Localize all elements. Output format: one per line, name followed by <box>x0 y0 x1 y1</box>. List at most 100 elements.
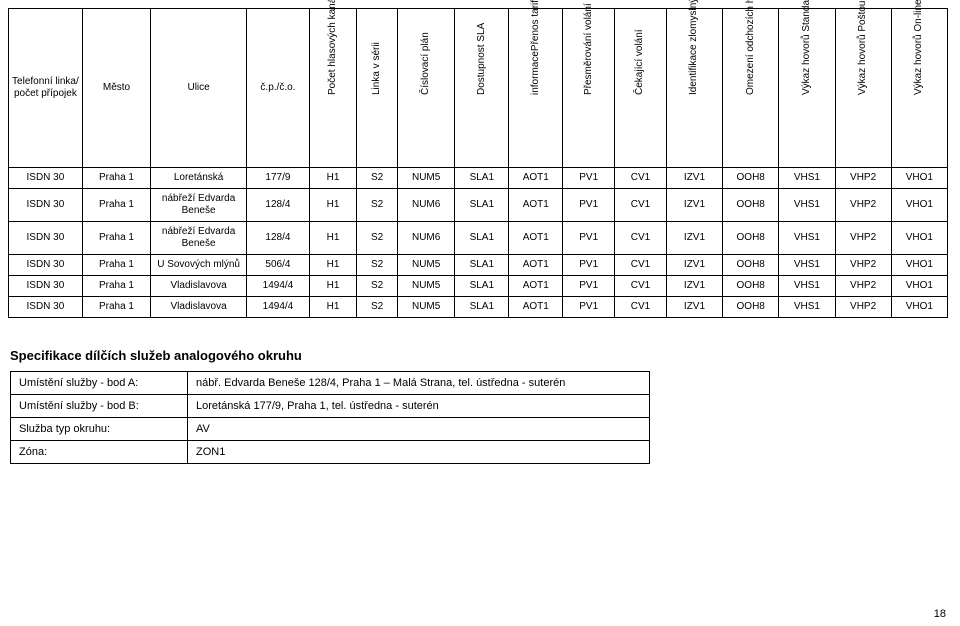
cell-c9: PV1 <box>563 255 615 276</box>
cell-c3: 1494/4 <box>247 276 310 297</box>
cell-c6: NUM6 <box>398 189 455 222</box>
col-header-c4: Počet hlasových kanálů <box>309 9 356 168</box>
cell-c14: VHP2 <box>835 276 891 297</box>
cell-c10: CV1 <box>615 276 667 297</box>
cell-c1: Praha 1 <box>82 189 150 222</box>
spec-row: Umístění služby - bod A:nábř. Edvarda Be… <box>11 372 650 395</box>
cell-c4: H1 <box>309 297 356 318</box>
cell-c3: 128/4 <box>247 189 310 222</box>
spec-label: Umístění služby - bod B: <box>11 395 188 418</box>
cell-c5: S2 <box>357 297 398 318</box>
cell-c15: VHO1 <box>891 255 947 276</box>
cell-c15: VHO1 <box>891 297 947 318</box>
cell-c3: 128/4 <box>247 222 310 255</box>
col-header-linka: Telefonní linka/ počet přípojek <box>9 9 83 168</box>
cell-c8: AOT1 <box>509 189 563 222</box>
cell-c4: H1 <box>309 222 356 255</box>
telecom-table: Telefonní linka/ počet přípojek Město Ul… <box>8 8 948 318</box>
cell-c6: NUM5 <box>398 255 455 276</box>
cell-c5: S2 <box>357 168 398 189</box>
col-header-cpco: č.p./č.o. <box>247 9 310 168</box>
col-header-c7: Dostupnost SLA <box>455 9 509 168</box>
cell-c2: Loretánská <box>151 168 247 189</box>
cell-c13: VHS1 <box>779 189 835 222</box>
table-row: ISDN 30Praha 1U Sovových mlýnů506/4H1S2N… <box>9 255 948 276</box>
cell-c1: Praha 1 <box>82 255 150 276</box>
cell-c8: AOT1 <box>509 168 563 189</box>
cell-c8: AOT1 <box>509 222 563 255</box>
cell-c13: VHS1 <box>779 222 835 255</box>
cell-c10: CV1 <box>615 189 667 222</box>
cell-c3: 1494/4 <box>247 297 310 318</box>
cell-c15: VHO1 <box>891 222 947 255</box>
cell-c11: IZV1 <box>666 168 722 189</box>
cell-c2: Vladislavova <box>151 276 247 297</box>
cell-c9: PV1 <box>563 168 615 189</box>
cell-c9: PV1 <box>563 297 615 318</box>
table-row: ISDN 30Praha 1Loretánská177/9H1S2NUM5SLA… <box>9 168 948 189</box>
spec-value: ZON1 <box>188 441 650 464</box>
cell-c0: ISDN 30 <box>9 276 83 297</box>
cell-c7: SLA1 <box>455 189 509 222</box>
cell-c1: Praha 1 <box>82 276 150 297</box>
cell-c5: S2 <box>357 189 398 222</box>
cell-c10: CV1 <box>615 168 667 189</box>
cell-c5: S2 <box>357 276 398 297</box>
cell-c8: AOT1 <box>509 255 563 276</box>
col-header-c15: Výkaz hovorů On-line <box>891 9 947 168</box>
col-header-c11: Identifikace zlomyslných volání <box>666 9 722 168</box>
cell-c7: SLA1 <box>455 168 509 189</box>
cell-c9: PV1 <box>563 222 615 255</box>
spec-row: Umístění služby - bod B:Loretánská 177/9… <box>11 395 650 418</box>
cell-c7: SLA1 <box>455 276 509 297</box>
cell-c10: CV1 <box>615 222 667 255</box>
cell-c12: OOH8 <box>723 276 779 297</box>
cell-c13: VHS1 <box>779 276 835 297</box>
cell-c14: VHP2 <box>835 297 891 318</box>
cell-c13: VHS1 <box>779 255 835 276</box>
spec-value: nábř. Edvarda Beneše 128/4, Praha 1 – Ma… <box>188 372 650 395</box>
cell-c7: SLA1 <box>455 255 509 276</box>
cell-c1: Praha 1 <box>82 168 150 189</box>
cell-c0: ISDN 30 <box>9 255 83 276</box>
cell-c15: VHO1 <box>891 189 947 222</box>
cell-c2: Vladislavova <box>151 297 247 318</box>
cell-c6: NUM6 <box>398 222 455 255</box>
cell-c11: IZV1 <box>666 189 722 222</box>
table-header-row: Telefonní linka/ počet přípojek Město Ul… <box>9 9 948 168</box>
cell-c0: ISDN 30 <box>9 189 83 222</box>
cell-c5: S2 <box>357 255 398 276</box>
col-header-c9: Přesměrování volání <box>563 9 615 168</box>
cell-c10: CV1 <box>615 297 667 318</box>
cell-c11: IZV1 <box>666 255 722 276</box>
cell-c0: ISDN 30 <box>9 297 83 318</box>
cell-c3: 506/4 <box>247 255 310 276</box>
spec-value: AV <box>188 418 650 441</box>
cell-c4: H1 <box>309 276 356 297</box>
cell-c12: OOH8 <box>723 189 779 222</box>
cell-c12: OOH8 <box>723 222 779 255</box>
cell-c0: ISDN 30 <box>9 168 83 189</box>
col-header-c5: Linka v sérii <box>357 9 398 168</box>
spec-section-title: Specifikace dílčích služeb analogového o… <box>10 348 952 363</box>
spec-label: Zóna: <box>11 441 188 464</box>
cell-c2: nábřeží Edvarda Beneše <box>151 189 247 222</box>
table-row: ISDN 30Praha 1nábřeží Edvarda Beneše128/… <box>9 222 948 255</box>
cell-c7: SLA1 <box>455 222 509 255</box>
cell-c2: nábřeží Edvarda Beneše <box>151 222 247 255</box>
cell-c9: PV1 <box>563 276 615 297</box>
cell-c0: ISDN 30 <box>9 222 83 255</box>
cell-c9: PV1 <box>563 189 615 222</box>
cell-c14: VHP2 <box>835 255 891 276</box>
cell-c14: VHP2 <box>835 189 891 222</box>
cell-c8: AOT1 <box>509 276 563 297</box>
col-header-c14: Výkaz hovorů Poštou <box>835 9 891 168</box>
cell-c11: IZV1 <box>666 222 722 255</box>
table-row: ISDN 30Praha 1Vladislavova1494/4H1S2NUM5… <box>9 276 948 297</box>
cell-c2: U Sovových mlýnů <box>151 255 247 276</box>
spec-label: Umístění služby - bod A: <box>11 372 188 395</box>
cell-c12: OOH8 <box>723 255 779 276</box>
cell-c12: OOH8 <box>723 297 779 318</box>
cell-c6: NUM5 <box>398 168 455 189</box>
spec-row: Služba typ okruhu:AV <box>11 418 650 441</box>
